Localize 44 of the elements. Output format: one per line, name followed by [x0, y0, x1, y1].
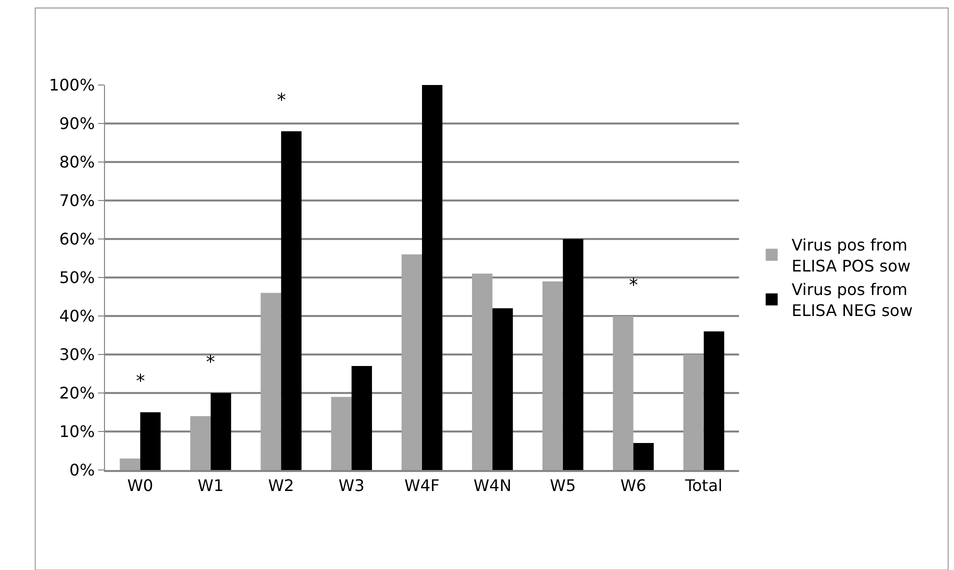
bar [120, 458, 140, 470]
y-tick-label: 70% [59, 191, 95, 210]
x-tick-label: W2 [268, 476, 294, 496]
bar [281, 131, 302, 470]
x-tick-label: W1 [198, 476, 224, 496]
bar [422, 85, 442, 470]
x-tick-label: W4N [473, 476, 512, 496]
bar [492, 308, 513, 470]
y-tick-label: 40% [59, 306, 95, 326]
y-tick-label: 100% [49, 76, 95, 95]
annotation: * [277, 90, 286, 111]
x-tick-label: W0 [127, 476, 154, 496]
bar [190, 416, 211, 470]
y-tick-label: 20% [59, 384, 95, 403]
bar [402, 254, 422, 470]
y-tick-label: 10% [59, 422, 95, 442]
bar [260, 292, 282, 470]
annotation: * [136, 371, 145, 392]
bar [331, 396, 352, 470]
x-tick-label: W3 [338, 476, 365, 496]
bar [704, 331, 724, 470]
x-tick-label: Total [684, 476, 722, 496]
bar [633, 443, 654, 470]
x-tick-label: W5 [550, 476, 576, 496]
bar [562, 239, 584, 470]
bar [612, 316, 634, 470]
x-tick-label: W6 [620, 476, 646, 496]
y-tick-label: 50% [59, 268, 95, 288]
y-tick-label: 80% [59, 152, 95, 172]
bar [472, 274, 492, 470]
annotation: * [206, 352, 215, 373]
bar [210, 393, 232, 470]
y-tick-label: 30% [59, 345, 95, 364]
legend-label: Virus pos from ELISA NEG sow [792, 280, 913, 320]
y-tick-label: 60% [59, 230, 95, 249]
annotation: * [629, 275, 638, 296]
legend-label: Virus pos from ELISA POS sow [792, 236, 911, 276]
bar [542, 281, 563, 470]
y-tick-label: 0% [69, 460, 95, 480]
bar [140, 412, 161, 470]
x-tick-label: W4F [404, 476, 440, 496]
y-tick-label: 90% [59, 114, 95, 134]
bar [352, 366, 372, 470]
bar [683, 354, 704, 470]
